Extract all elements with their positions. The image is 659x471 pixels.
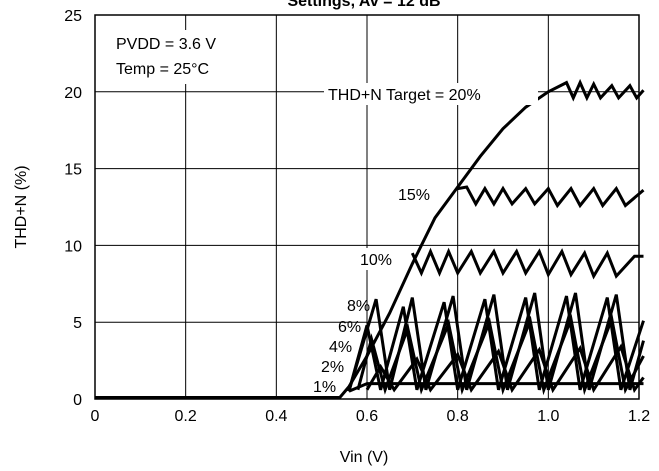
y-tick-label: 5 <box>73 315 82 332</box>
x-tick-label: 0.8 <box>447 408 469 425</box>
series-line-target-1 <box>348 382 644 393</box>
x-tick-label: 0 <box>91 408 100 425</box>
y-tick-labels: 0 5 10 15 20 25 <box>64 8 82 409</box>
y-tick-label: 10 <box>64 238 82 255</box>
x-tick-label: 0.2 <box>175 408 197 425</box>
y-tick-label: 0 <box>73 392 82 409</box>
y-tick-label: 15 <box>64 162 82 179</box>
y-tick-label: 25 <box>64 8 82 25</box>
target-10-label: 10% <box>360 252 392 269</box>
target-10-label-bg <box>357 248 399 270</box>
target-4-label: 4% <box>329 339 352 356</box>
conditions-box-bg <box>110 30 260 84</box>
x-axis-title: Vin (V) <box>340 449 389 466</box>
series-line-target-2 <box>365 343 645 394</box>
series-line-target-20 <box>95 78 645 399</box>
target-20-label-bg <box>324 83 538 105</box>
series-line-target-10 <box>410 247 644 280</box>
x-tick-label: 0.6 <box>356 408 378 425</box>
condition-pvdd: PVDD = 3.6 V <box>116 36 216 53</box>
target-8-label: 8% <box>347 298 370 315</box>
target-1-label: 1% <box>313 379 336 396</box>
x-tick-label: 1.0 <box>537 408 559 425</box>
target-20-label: THD+N Target = 20% <box>328 87 481 104</box>
condition-temp: Temp = 25°C <box>116 61 209 78</box>
target-6-label: 6% <box>338 319 361 336</box>
target-15-label-bg <box>396 183 436 205</box>
x-tick-label: 1.2 <box>628 408 650 425</box>
series-line-target-15 <box>457 185 645 209</box>
x-tick-label: 0.4 <box>265 408 287 425</box>
target-15-label: 15% <box>398 187 430 204</box>
series-group <box>95 78 645 399</box>
x-tick-labels: 0 0.2 0.4 0.6 0.8 1.0 1.2 <box>91 408 651 425</box>
y-axis-title: THD+N (%) <box>13 165 30 248</box>
series-line-target-6 <box>347 295 645 392</box>
y-tick-label: 20 <box>64 85 82 102</box>
chart-title: Settings, Av = 12 dB <box>287 0 440 10</box>
target-2-label: 2% <box>321 359 344 376</box>
